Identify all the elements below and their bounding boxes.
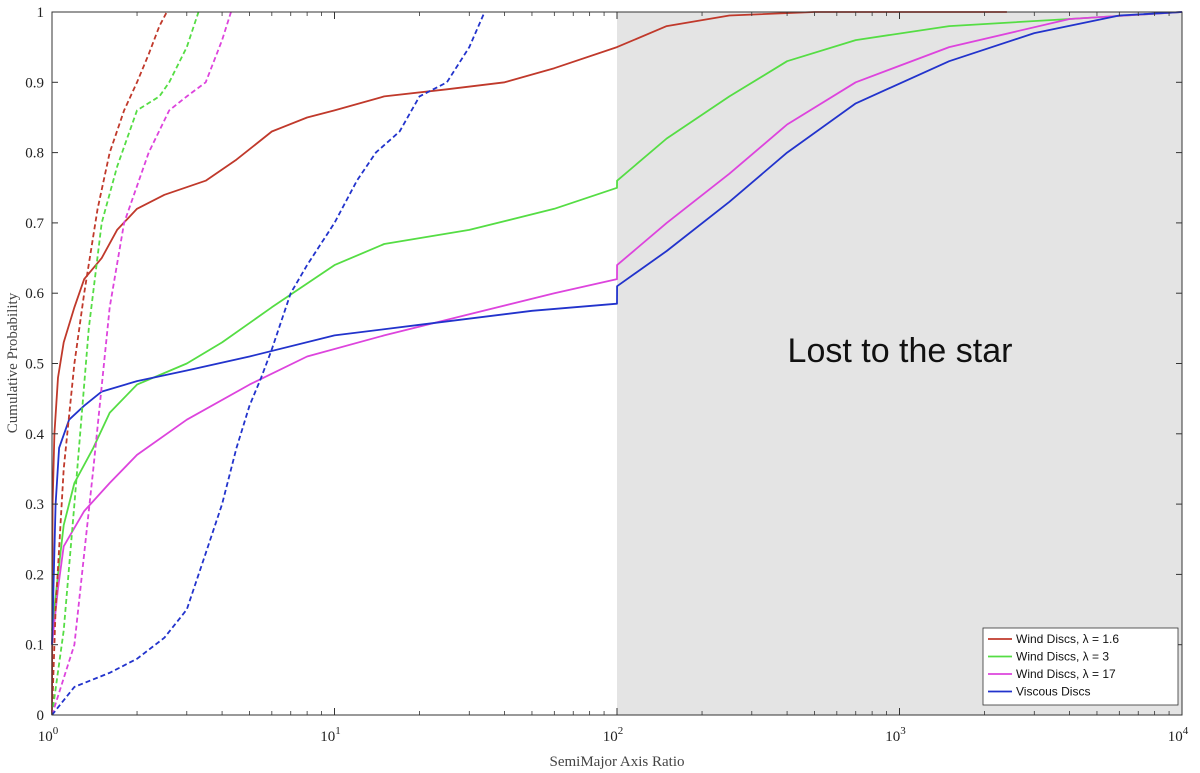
y-tick-label: 0 [37,708,45,724]
legend-label: Wind Discs, λ = 1.6 [1016,632,1119,646]
series-layer [51,11,1183,716]
y-tick-label: 0.7 [25,216,44,232]
series-line-2 [51,11,1183,645]
y-tick-label: 1 [37,5,45,21]
x-tick-label: 102 [603,725,624,745]
series-line-3 [51,11,1183,645]
legend-label: Wind Discs, λ = 3 [1016,650,1109,664]
shaded-region-label: Lost to the star [788,332,1013,370]
legend-label: Wind Discs, λ = 17 [1016,667,1116,681]
x-tick-label: 104 [1168,725,1189,745]
series-line-6 [51,11,232,716]
tick-layer: 0 0.1 0.2 0.3 0.4 0.5 0.6 0.7 0.8 0.9 1 100 101 102 10… [25,5,1189,745]
x-tick-label: 101 [320,725,341,745]
y-tick-label: 0.2 [25,567,44,583]
x-tick-label: 100 [38,725,59,745]
y-tick-label: 0.5 [25,357,44,373]
series-line-4 [51,11,168,716]
legend-label: Viscous Discs [1016,685,1090,699]
y-tick-label: 0.4 [25,427,44,443]
y-axis-title: Cumulative Probability [5,292,21,433]
y-tick-label: 0.8 [25,146,44,162]
y-tick-label: 0.1 [25,638,44,654]
shaded-region-layer [617,12,1182,715]
series-line-0 [51,11,1007,716]
x-tick-label: 103 [885,725,906,745]
series-line-1 [51,11,1183,631]
series-line-7 [51,11,486,716]
legend-items: Wind Discs, λ = 1.6 Wind Discs, λ = 3 Wind… [988,632,1119,699]
series-line-5 [51,11,200,716]
y-tick-label: 0.3 [25,497,44,513]
y-tick-label: 0.6 [25,286,44,302]
legend: Wind Discs, λ = 1.6 Wind Discs, λ = 3 Wind… [982,627,1179,706]
y-tick-label: 0.9 [25,75,44,91]
legend-box [982,627,1179,706]
shaded-region [617,12,1182,715]
x-axis-title: SemiMajor Axis Ratio [550,754,685,770]
